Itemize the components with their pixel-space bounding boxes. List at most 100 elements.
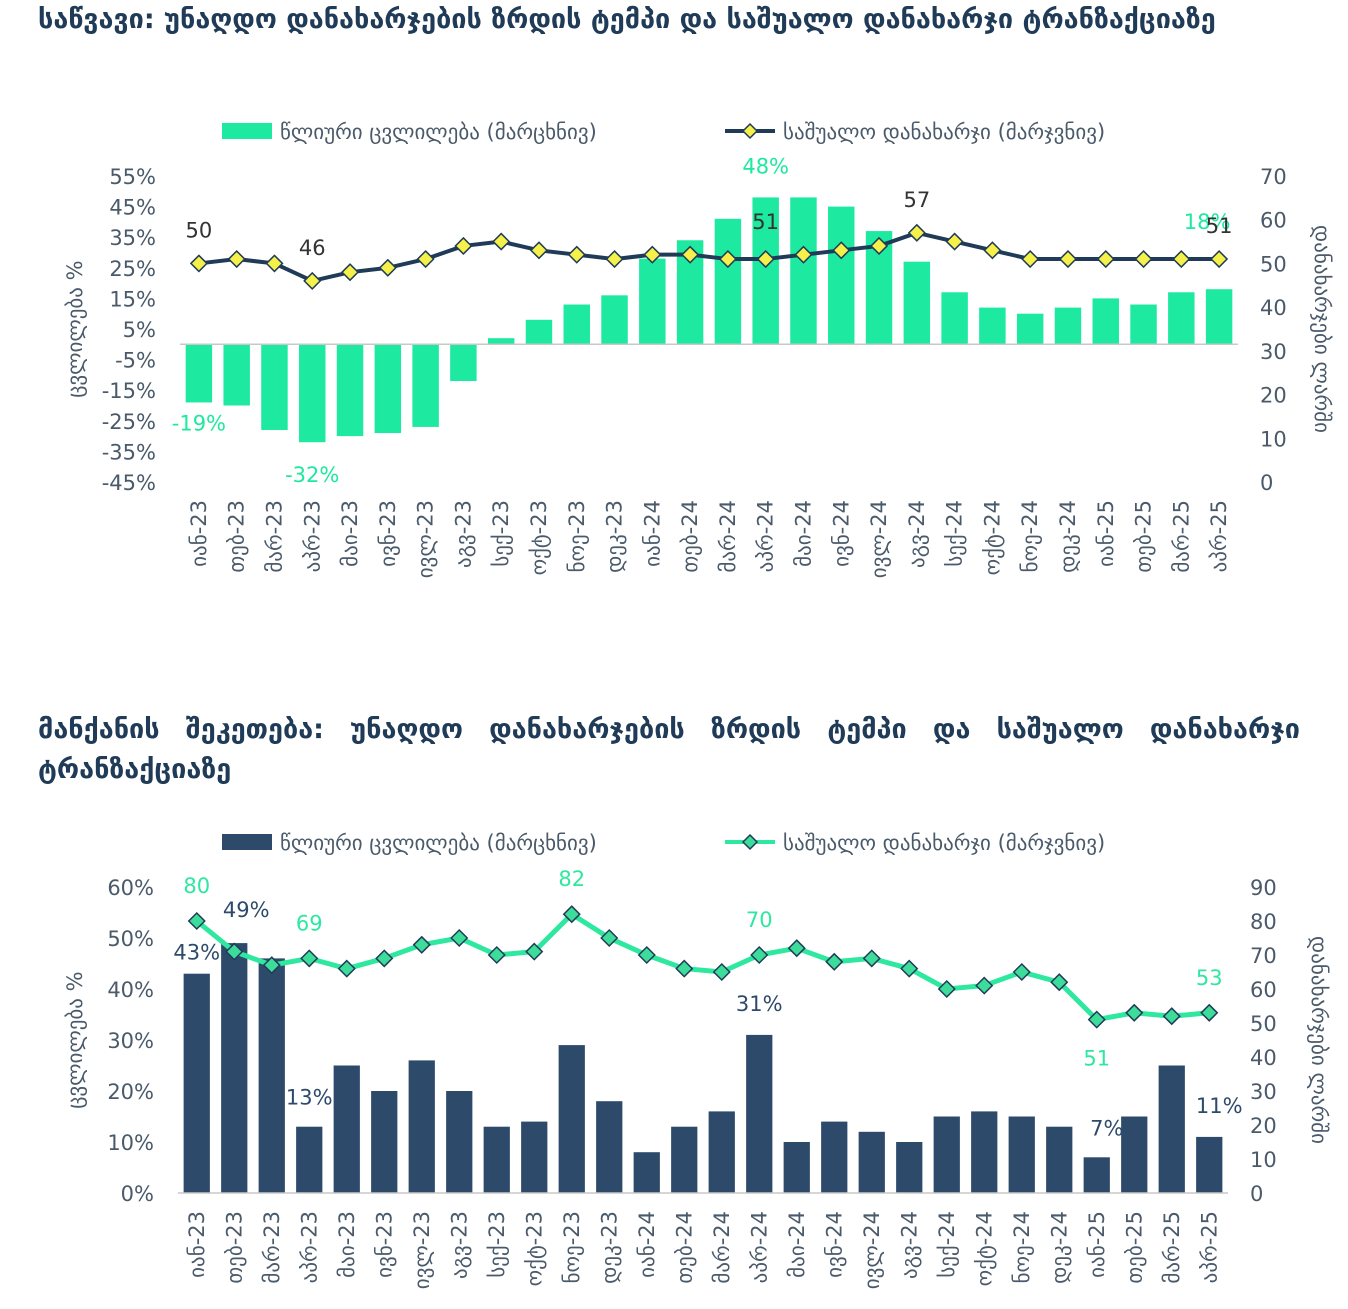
bar xyxy=(1130,304,1157,345)
line-data-label: 70 xyxy=(746,908,773,932)
average-spend-marker xyxy=(869,236,889,256)
y-right-tick: 60 xyxy=(1260,209,1287,233)
bar xyxy=(1016,313,1044,345)
chart-2-title: მანქანის შეკეთება: უნაღდო დანახარჯების ზ… xyxy=(38,714,1300,785)
bar xyxy=(1168,292,1195,345)
category-label: დეკ-24 xyxy=(1047,1211,1071,1284)
y-right-tick: 10 xyxy=(1250,1148,1277,1172)
category-label: ოქტ-24 xyxy=(972,1211,996,1286)
bar xyxy=(601,295,628,345)
y-right-tick: 30 xyxy=(1250,1080,1277,1104)
bar xyxy=(563,304,590,345)
average-spend-marker xyxy=(525,942,544,961)
category-label: ნოე-24 xyxy=(1010,1211,1034,1283)
average-spend-marker xyxy=(562,905,581,924)
average-spend-marker xyxy=(225,942,244,961)
bar xyxy=(821,1121,848,1193)
category-label: ოქტ-23 xyxy=(522,1211,546,1286)
category-label: დეკ-24 xyxy=(1056,500,1080,573)
bar xyxy=(671,1126,698,1193)
y-right-tick: 50 xyxy=(1260,252,1287,276)
category-label: თებ-23 xyxy=(225,500,249,573)
legend-line-label: საშუალო დანახარჯი (მარჯვნივ) xyxy=(783,120,1105,144)
line-data-label: 53 xyxy=(1196,966,1223,990)
y-left-tick: 50% xyxy=(107,927,154,951)
bar xyxy=(1046,1126,1073,1193)
category-label: სექ-24 xyxy=(943,500,967,567)
line-data-label: 51 xyxy=(752,210,779,234)
bar xyxy=(483,1126,510,1193)
bar-data-label: 49% xyxy=(223,898,270,922)
category-label: აპრ-25 xyxy=(1197,1211,1221,1283)
bar xyxy=(446,1091,473,1193)
average-spend-marker xyxy=(300,949,319,968)
y-left-axis-title: ცვლილება % xyxy=(63,971,87,1108)
chart-1-fuel-spending: წლიური ცვლილება (მარცხნივ) საშუალო დანახა… xyxy=(63,120,1334,578)
average-spend-marker xyxy=(1200,1003,1219,1022)
average-spend-line xyxy=(198,230,1220,284)
y-right-tick: 20 xyxy=(1250,1114,1277,1138)
average-spend-marker xyxy=(375,949,394,968)
y-left-tick: 20% xyxy=(107,1080,154,1104)
category-label: ივლ-23 xyxy=(414,500,438,578)
average-spend-marker xyxy=(712,962,731,982)
bar xyxy=(1008,1116,1035,1193)
average-spend-marker xyxy=(1087,1010,1106,1029)
bar xyxy=(487,338,515,345)
y-left-tick: 35% xyxy=(109,226,156,250)
bar-data-label: -32% xyxy=(285,463,339,487)
category-label: თებ-24 xyxy=(678,500,702,573)
average-spend-marker xyxy=(605,249,624,269)
average-spend-marker xyxy=(416,249,435,269)
category-label: მაი-23 xyxy=(338,500,362,567)
legend-line-marker xyxy=(741,833,759,851)
y-right-axis-title: დანახარჯები ლარში xyxy=(1307,936,1331,1144)
category-label: მარ-25 xyxy=(1160,1211,1184,1284)
category-label: იან-25 xyxy=(1094,500,1118,567)
y-left-tick: -25% xyxy=(102,410,156,434)
bar xyxy=(258,958,285,1193)
category-label: ნოე-24 xyxy=(1018,500,1042,572)
average-spend-marker xyxy=(1012,962,1031,982)
category-label: მარ-24 xyxy=(716,500,740,573)
y-left-tick: 0% xyxy=(121,1182,154,1206)
bar xyxy=(903,261,931,345)
bar xyxy=(450,344,477,382)
category-label: მარ-23 xyxy=(262,500,286,573)
average-spend-marker xyxy=(832,241,851,260)
category-label: იან-24 xyxy=(640,500,664,567)
category-label: იან-25 xyxy=(1085,1211,1109,1278)
bar xyxy=(714,218,742,345)
y-left-tick: 60% xyxy=(107,876,154,900)
average-spend-marker xyxy=(937,979,956,999)
bar xyxy=(221,943,248,1193)
average-spend-marker xyxy=(187,911,206,931)
category-label: სექ-23 xyxy=(489,500,513,567)
y-right-tick: 50 xyxy=(1250,1012,1277,1036)
bar xyxy=(336,344,364,437)
y-right-tick: 40 xyxy=(1260,296,1287,320)
bar-data-label: 31% xyxy=(736,992,783,1016)
bar xyxy=(596,1101,623,1193)
bar-data-label: 18% xyxy=(1184,210,1231,234)
category-label: ივლ-23 xyxy=(410,1211,434,1289)
average-spend-marker xyxy=(412,935,431,954)
category-label: აგვ-24 xyxy=(897,1211,921,1279)
average-spend-marker xyxy=(945,232,964,251)
category-label: თებ-23 xyxy=(222,1211,246,1284)
chart-2-car-repair-spending: წლიური ცვლილება (მარცხნივ) საშუალო დანახა… xyxy=(63,831,1331,1289)
bar xyxy=(1121,1116,1148,1193)
category-label: იან-24 xyxy=(635,1211,659,1278)
y-right-tick: 40 xyxy=(1250,1046,1277,1070)
bar xyxy=(525,319,553,345)
line-data-label: 51 xyxy=(1206,214,1233,238)
y-left-tick: 45% xyxy=(109,196,156,220)
bar xyxy=(521,1121,548,1193)
category-label: სექ-24 xyxy=(935,1211,959,1278)
bar-data-label: 11% xyxy=(1196,1094,1243,1118)
category-label: მაი-23 xyxy=(335,1211,359,1278)
bar xyxy=(633,1152,660,1193)
average-spend-marker xyxy=(567,245,586,264)
average-spend-marker xyxy=(337,959,356,978)
category-label: თებ-25 xyxy=(1122,1211,1146,1284)
